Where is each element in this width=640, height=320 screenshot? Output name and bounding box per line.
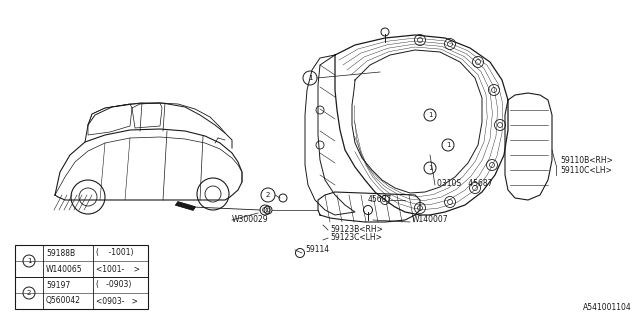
Text: 59123C<LH>: 59123C<LH> <box>330 234 382 243</box>
Text: A541001104: A541001104 <box>583 303 632 312</box>
Text: 59123B<RH>: 59123B<RH> <box>330 226 383 235</box>
Text: 2: 2 <box>266 192 270 198</box>
Text: Q560042: Q560042 <box>46 297 81 306</box>
Text: 45687: 45687 <box>368 196 392 204</box>
Text: 59188B: 59188B <box>46 249 75 258</box>
Text: <0903-   >: <0903- > <box>96 297 138 306</box>
Text: 1: 1 <box>428 112 432 118</box>
Bar <box>15 245 148 309</box>
Text: W140007: W140007 <box>412 215 449 225</box>
Text: (    -1001): ( -1001) <box>96 249 134 258</box>
Text: 59110C<LH>: 59110C<LH> <box>560 165 612 174</box>
Text: W300029: W300029 <box>232 215 269 225</box>
Polygon shape <box>176 202 195 210</box>
Text: 1: 1 <box>308 75 312 81</box>
Text: 1: 1 <box>445 142 451 148</box>
Text: 1: 1 <box>27 258 31 264</box>
Text: W140065: W140065 <box>46 265 83 274</box>
Text: 59114: 59114 <box>305 245 329 254</box>
Text: 59197: 59197 <box>46 281 70 290</box>
Text: 0310S   45687: 0310S 45687 <box>437 179 493 188</box>
Text: (   -0903): ( -0903) <box>96 281 131 290</box>
Text: 2: 2 <box>27 290 31 296</box>
Text: 59110B<RH>: 59110B<RH> <box>560 156 613 164</box>
Text: <1001-    >: <1001- > <box>96 265 140 274</box>
Text: 1: 1 <box>428 165 432 171</box>
